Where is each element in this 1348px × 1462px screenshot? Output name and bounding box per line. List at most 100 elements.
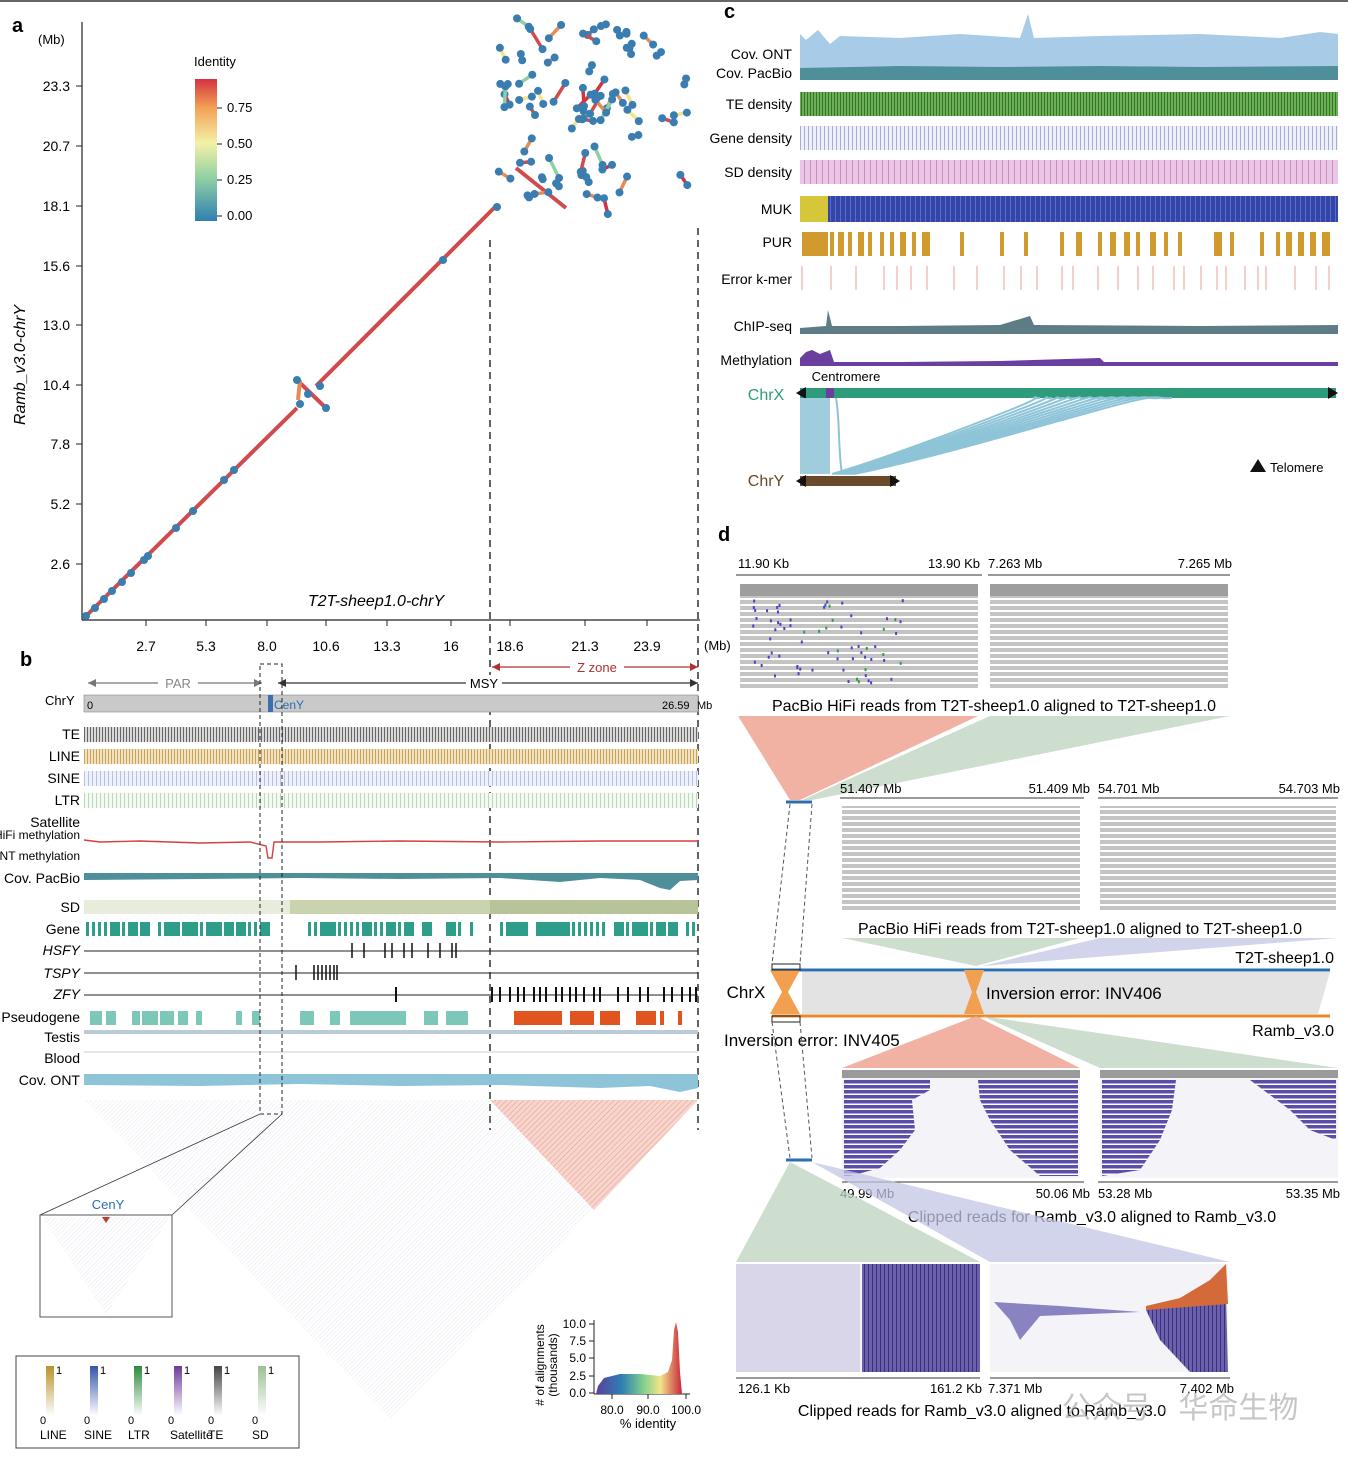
density-legend-bar: [134, 1366, 142, 1416]
zzone-point: [589, 116, 598, 125]
identity-legend-title: Identity: [194, 54, 236, 69]
mismatch-mark: [827, 651, 830, 655]
track-ltr: [84, 793, 698, 808]
zzone-point: [557, 20, 566, 29]
identity-legend-ticks: 0.75 0.50 0.25 0.00: [217, 100, 252, 223]
zzone-point: [581, 148, 590, 157]
clip-right-reads-a: [1102, 1080, 1176, 1176]
gene-block: [518, 922, 528, 936]
gene-block: [368, 922, 371, 936]
density-legend-min: 0: [208, 1415, 214, 1427]
track-line: [84, 749, 698, 764]
panel-a-y-ticks: 23.3 20.7 18.1 15.6 13.0 10.4 7.8 5.2 2.6: [43, 78, 82, 572]
mismatch-mark: [850, 646, 853, 650]
zzone-point: [587, 61, 596, 70]
track-label: ZFY: [53, 986, 82, 1002]
panel-a-x-tick-label: 21.3: [571, 638, 598, 654]
pseudogene-zzone-block: [514, 1011, 562, 1025]
gene-block: [188, 922, 198, 936]
mismatch-mark: [777, 621, 780, 625]
pseudogene-block: [106, 1011, 116, 1025]
mismatch-mark: [769, 637, 772, 641]
dotplot-point: [296, 400, 304, 408]
gene-block: [224, 922, 234, 936]
gene-block: [200, 922, 203, 936]
igv-top-left-mismatches: [752, 599, 904, 685]
track-c-pur: [802, 232, 1330, 256]
pur-block: [1164, 232, 1168, 256]
zzone-point: [627, 132, 636, 141]
hist-y-tick-label: 2.5: [569, 1369, 586, 1383]
pur-block: [1124, 232, 1130, 256]
zzone-point: [530, 189, 539, 198]
track-sd-dense-2: [490, 900, 698, 914]
zzone-point: [589, 25, 598, 34]
track-label: ONT methylation: [0, 849, 80, 863]
mismatch-mark: [818, 629, 821, 633]
track-label: SINE: [47, 770, 80, 786]
gene-block: [404, 922, 414, 936]
gene-block: [458, 922, 461, 936]
panel-a-y-tick-label: 18.1: [43, 198, 70, 214]
pur-block: [848, 232, 852, 256]
dotplot-point: [230, 466, 238, 474]
zzone-point: [639, 31, 648, 40]
dotplot-diagonal-segment-2: [314, 204, 498, 388]
density-legend-min: 0: [128, 1415, 134, 1427]
track-label: TSPY: [43, 965, 81, 981]
pur-block: [1098, 232, 1102, 256]
zzone-point: [527, 134, 536, 143]
chry-bar: [800, 476, 896, 486]
track-c-cov-ont: [800, 14, 1338, 72]
synteny-link: [835, 396, 1065, 475]
track-c-gene-density: [800, 126, 1338, 150]
mismatch-mark: [824, 603, 827, 607]
coordinate-label: 11.90 Kb: [738, 556, 789, 571]
mismatch-mark: [836, 649, 839, 653]
pseudogene-block: [96, 1011, 102, 1025]
pseudogene-block: [142, 1011, 158, 1025]
track-hifi-methylation: [83, 839, 698, 859]
gene-block: [98, 922, 101, 936]
chrY-end: 26.59: [662, 700, 690, 712]
panel-a-y-tick-label: 20.7: [43, 138, 70, 154]
zzone-point: [585, 109, 594, 118]
zzone-point: [652, 51, 661, 60]
pseudogene-block: [424, 1011, 438, 1025]
igv-top-left-coverage: [740, 584, 978, 596]
msy-label-bg: [466, 675, 502, 691]
gene-block: [452, 922, 455, 936]
zzone-point: [603, 210, 612, 219]
mismatch-mark: [752, 624, 755, 628]
coordinate-label: 51.409 Mb: [1029, 781, 1090, 796]
track-label: LTR: [55, 792, 80, 808]
mismatch-mark: [774, 628, 777, 632]
inv406-label: Inversion error: INV406: [986, 984, 1162, 1003]
track-c-te-density: [800, 92, 1338, 116]
pur-block: [868, 232, 872, 256]
track-c-label: ChIP-seq: [734, 318, 792, 334]
gene-block: [548, 922, 558, 936]
hist-x-label: % identity: [620, 1416, 677, 1431]
pseudogene-block: [300, 1011, 314, 1025]
zzone-point: [598, 160, 607, 169]
zzone-point: [550, 53, 559, 62]
zzone-point: [501, 55, 510, 64]
track-c-label: Cov. ONT: [731, 46, 793, 62]
gene-block: [674, 922, 677, 936]
inv405-box-top: [771, 963, 801, 971]
gene-block: [590, 922, 593, 936]
zzone-point: [593, 193, 602, 202]
mismatch-mark: [857, 644, 860, 648]
gene-block: [506, 922, 516, 936]
pur-block: [1260, 232, 1264, 256]
pur-block: [1310, 232, 1316, 256]
zzone-point: [538, 45, 547, 54]
inv405-label: Inversion error: INV405: [724, 1031, 900, 1050]
gene-block: [170, 922, 180, 936]
ceny-marker: [268, 695, 273, 712]
pseudogene-zzone-block: [678, 1011, 682, 1025]
track-cov-ont: [84, 1074, 698, 1092]
gene-block: [116, 922, 119, 936]
